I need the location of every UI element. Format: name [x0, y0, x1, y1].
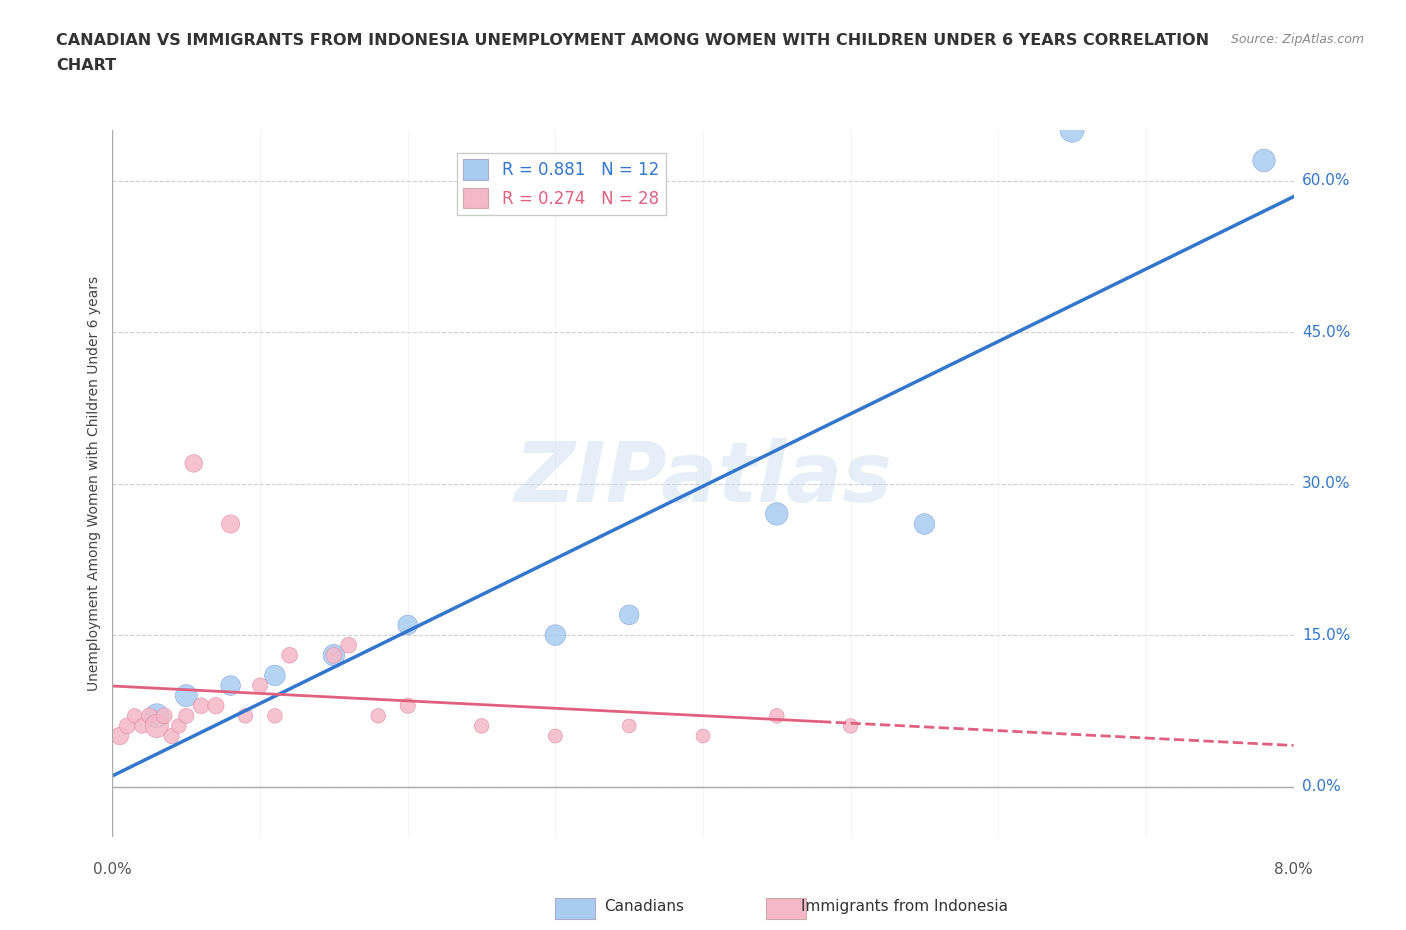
Text: 30.0%: 30.0%	[1302, 476, 1350, 491]
Point	[153, 709, 176, 724]
Point	[249, 678, 271, 693]
Point	[367, 709, 389, 724]
Point	[692, 728, 714, 743]
Point	[278, 648, 301, 663]
Point	[108, 728, 131, 743]
Point	[167, 719, 190, 734]
Y-axis label: Unemployment Among Women with Children Under 6 years: Unemployment Among Women with Children U…	[87, 276, 101, 691]
Point	[219, 516, 242, 531]
Legend: R = 0.881   N = 12, R = 0.274   N = 28: R = 0.881 N = 12, R = 0.274 N = 28	[457, 153, 665, 215]
Point	[264, 709, 287, 724]
Text: 15.0%: 15.0%	[1302, 628, 1350, 643]
Point	[183, 456, 205, 471]
Point	[146, 709, 169, 724]
Point	[174, 688, 197, 703]
Point	[219, 678, 242, 693]
Point	[124, 709, 146, 724]
Point	[174, 709, 197, 724]
Point	[146, 719, 169, 734]
Point	[131, 719, 153, 734]
Text: CHART: CHART	[56, 58, 117, 73]
Point	[619, 719, 641, 734]
Point	[544, 628, 567, 643]
Text: Source: ZipAtlas.com: Source: ZipAtlas.com	[1230, 33, 1364, 46]
Point	[619, 607, 641, 622]
Text: 0.0%: 0.0%	[93, 862, 132, 877]
Point	[1253, 153, 1275, 168]
Point	[138, 709, 160, 724]
Point	[766, 709, 789, 724]
Text: ZIPatlas: ZIPatlas	[515, 437, 891, 519]
Text: Immigrants from Indonesia: Immigrants from Indonesia	[801, 899, 1008, 914]
Text: CANADIAN VS IMMIGRANTS FROM INDONESIA UNEMPLOYMENT AMONG WOMEN WITH CHILDREN UND: CANADIAN VS IMMIGRANTS FROM INDONESIA UN…	[56, 33, 1209, 47]
Text: 45.0%: 45.0%	[1302, 325, 1350, 339]
Point	[470, 719, 494, 734]
Text: 0.0%: 0.0%	[1302, 779, 1340, 794]
Point	[766, 507, 789, 522]
Point	[1062, 123, 1084, 138]
Point	[914, 516, 936, 531]
Text: Canadians: Canadians	[605, 899, 685, 914]
Point	[337, 638, 360, 653]
Point	[190, 698, 212, 713]
Text: 8.0%: 8.0%	[1274, 862, 1313, 877]
Point	[396, 618, 419, 632]
Point	[323, 648, 346, 663]
Point	[117, 719, 138, 734]
Point	[205, 698, 228, 713]
Point	[323, 648, 346, 663]
Point	[264, 668, 287, 683]
Text: 60.0%: 60.0%	[1302, 173, 1350, 188]
Point	[544, 728, 567, 743]
Point	[160, 728, 183, 743]
Point	[396, 698, 419, 713]
Point	[233, 709, 256, 724]
Point	[839, 719, 862, 734]
